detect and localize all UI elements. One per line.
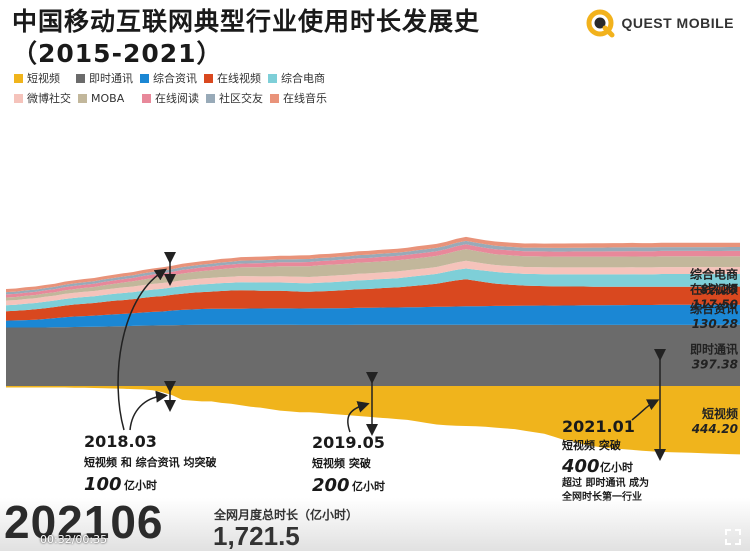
legend-item: 综合资讯: [140, 70, 204, 86]
legend-item: 即时通讯: [76, 70, 140, 86]
end-label-value: 82.28: [700, 282, 738, 296]
annotation-text: 短视频 和 综合资讯 均突破: [84, 455, 217, 469]
callout-arrow: [117, 268, 167, 431]
legend-item: 在线视频: [204, 70, 268, 86]
stream-layer: [6, 249, 740, 301]
annotation-date: 2018.03: [84, 432, 157, 451]
stream-layer: [6, 386, 740, 455]
current-period: 202106: [4, 496, 164, 548]
legend-label: 在线视频: [217, 72, 261, 85]
legend-label: 在线阅读: [155, 92, 199, 105]
video-time: 00:32/00:35: [40, 533, 108, 546]
callout-arrow: [347, 401, 370, 433]
end-label-value: 130.28: [692, 317, 738, 331]
total-duration-value: 1,721.5: [213, 521, 300, 551]
annotation-date: 2019.05: [312, 433, 385, 452]
legend-label: 社区交友: [219, 92, 263, 105]
legend-label: MOBA: [91, 91, 125, 105]
legend-item: 微博社交: [14, 90, 78, 106]
legend-label: 综合资讯: [153, 72, 197, 85]
annotation-value: 200: [312, 475, 350, 496]
chart-title-line-1: 中国移动互联网典型行业使用时长发展史: [12, 7, 481, 36]
end-label-name: 即时通讯: [690, 341, 738, 356]
legend-item: 综合电商: [268, 70, 332, 86]
stream-layer: [6, 279, 740, 321]
stream-layer: [6, 260, 740, 306]
quest-mobile-logo-icon: [586, 9, 615, 38]
annotation-note: 超过 即时通讯 成为: [561, 476, 649, 489]
end-label-name: 综合电商: [690, 266, 738, 281]
legend-item: 在线阅读: [142, 90, 206, 106]
chart-legend: 短视频 即时通讯 综合资讯 在线视频 综合电商 微博社交 MOBA 在线阅读 社…: [14, 70, 374, 106]
brand-logo: QUEST MOBILE: [585, 8, 734, 38]
legend-swatch: [76, 73, 85, 83]
legend-item: 短视频: [14, 70, 76, 86]
end-label-value: 444.20: [691, 422, 738, 436]
chart-title: 中国移动互联网典型行业使用时长发展史 （2015-2021）: [12, 6, 480, 70]
chart-title-line-2: （2015-2021）: [12, 39, 223, 68]
end-label-name: 在线视频: [690, 282, 738, 297]
legend-label: 微博社交: [27, 92, 71, 105]
legend-swatch: [268, 73, 277, 83]
annotation-text: 短视频 突破: [312, 456, 371, 470]
legend-label: 短视频: [27, 72, 60, 85]
legend-swatch: [270, 93, 279, 103]
end-label-name: 短视频: [702, 406, 738, 421]
legend-swatch: [14, 93, 23, 103]
legend-item: MOBA: [78, 90, 142, 106]
legend-swatch: [204, 73, 213, 83]
callout-arrow: [129, 390, 168, 431]
annotation-unit: 亿小时: [124, 478, 157, 492]
legend-swatch: [142, 93, 151, 103]
brand-name: QUEST MOBILE: [621, 15, 734, 31]
end-label-value: 117.50: [692, 298, 738, 312]
legend-label: 综合电商: [281, 72, 325, 85]
end-label-name: 综合资讯: [690, 301, 738, 316]
stream-layers: [6, 236, 740, 455]
fullscreen-icon[interactable]: [724, 528, 742, 546]
end-label-value: 397.38: [692, 357, 738, 371]
legend-item: 在线音乐: [270, 90, 334, 106]
stream-layer: [6, 304, 740, 328]
annotation-unit: 亿小时: [352, 479, 385, 493]
callout-arrow: [631, 399, 660, 421]
legend-swatch: [78, 93, 87, 103]
legend-swatch: [14, 73, 23, 83]
legend-label: 即时通讯: [89, 72, 133, 85]
legend-label: 在线音乐: [283, 92, 327, 105]
annotation-unit: 亿小时: [600, 460, 633, 474]
stream-layer: [6, 324, 740, 386]
legend-swatch: [140, 73, 149, 83]
annotation-date: 2021.01: [562, 417, 635, 436]
annotation-value: 400: [561, 456, 600, 477]
total-duration-label: 全网月度总时长（亿小时）: [214, 508, 359, 522]
annotation-value: 100: [84, 474, 122, 495]
legend-item: 社区交友: [206, 90, 270, 106]
playback-overlay: [0, 498, 750, 551]
legend-swatch: [206, 93, 215, 103]
annotation-text: 短视频 突破: [562, 438, 621, 452]
stream-layer: [6, 268, 740, 312]
